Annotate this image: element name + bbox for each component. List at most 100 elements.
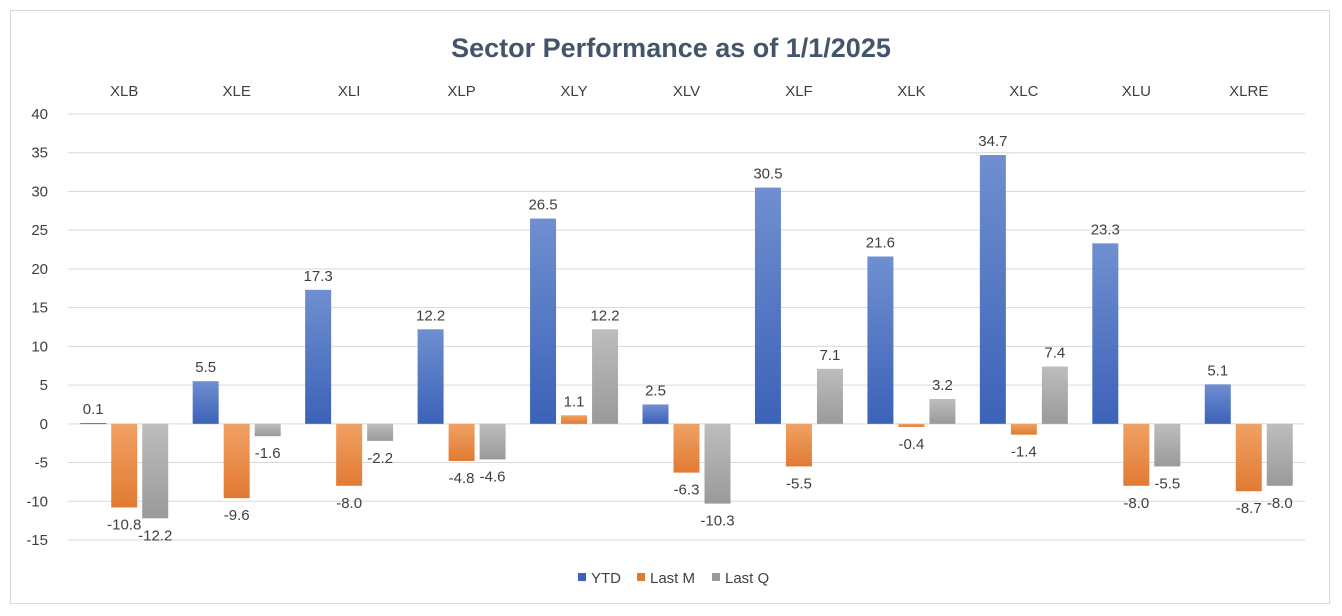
- bar-ytd: [417, 329, 444, 424]
- bar-last-q: [254, 423, 281, 437]
- data-label: -2.2: [367, 450, 393, 467]
- y-tick-label: -5: [35, 455, 48, 472]
- bar-ytd: [642, 404, 669, 424]
- bar-last-m: [561, 415, 588, 424]
- y-tick-label: 0: [40, 416, 48, 433]
- data-label: -1.6: [255, 445, 281, 462]
- y-tick-label: -10: [26, 493, 48, 510]
- data-label: 34.7: [978, 133, 1007, 150]
- bar-last-m: [111, 423, 138, 508]
- category-label: XLF: [785, 83, 813, 100]
- legend-label: Last M: [650, 570, 695, 587]
- y-axis-ticks: 40 35 30 25 20 15 10 5 0 -5 -10 -15: [26, 106, 48, 549]
- legend-swatch: [578, 573, 586, 581]
- bar-last-m: [1010, 423, 1037, 435]
- category-label: XLI: [338, 83, 361, 100]
- data-label: 0.1: [83, 401, 104, 418]
- bar-ytd: [867, 256, 894, 424]
- category-labels: XLB XLE XLI XLP XLY XLV XLF XLK XLC XLU XLRE: [110, 83, 1268, 100]
- data-label: -10.8: [107, 516, 141, 533]
- bar-ytd: [530, 218, 557, 424]
- bar-last-q: [479, 423, 506, 460]
- y-tick-label: 20: [31, 261, 48, 278]
- data-label: -6.3: [674, 482, 700, 499]
- category-label: XLK: [897, 83, 925, 100]
- y-tick-label: -15: [26, 532, 48, 549]
- y-tick-label: 25: [31, 222, 48, 239]
- legend-label: YTD: [591, 570, 621, 587]
- data-label: 7.4: [1044, 345, 1065, 362]
- data-label: -5.5: [786, 475, 812, 492]
- data-label: -1.4: [1011, 444, 1037, 461]
- data-label: -4.8: [449, 470, 475, 487]
- bar-last-q: [929, 399, 956, 424]
- y-tick-label: 10: [31, 338, 48, 355]
- data-labels: 0.1 -10.8-12.2 5.5 -9.6 -1.6 17.3 -8.0 -2.2 12.2…: [83, 133, 1293, 544]
- data-label: 21.6: [866, 235, 895, 252]
- data-label: -0.4: [898, 436, 924, 453]
- bar-last-m: [223, 423, 250, 499]
- data-label: 23.3: [1091, 221, 1120, 238]
- bar-ytd: [192, 381, 219, 424]
- legend-swatch: [712, 573, 720, 581]
- data-label: 1.1: [564, 393, 585, 410]
- data-label: 12.2: [416, 307, 445, 324]
- data-label: 5.5: [195, 359, 216, 376]
- bar-last-q: [1154, 423, 1181, 467]
- category-label: XLP: [447, 83, 475, 100]
- bar-ytd: [754, 187, 781, 424]
- bar-ytd: [305, 289, 332, 424]
- bar-last-q: [816, 368, 843, 424]
- data-label: -8.0: [1267, 495, 1293, 512]
- data-label: -8.0: [1123, 495, 1149, 512]
- data-label: 26.5: [528, 197, 557, 214]
- bar-last-m: [673, 423, 700, 473]
- y-tick-label: 30: [31, 183, 48, 200]
- bar-ytd: [1092, 243, 1119, 424]
- y-tick-label: 15: [31, 300, 48, 317]
- data-label: 17.3: [304, 268, 333, 285]
- data-label: -5.5: [1154, 475, 1180, 492]
- category-label: XLV: [673, 83, 700, 100]
- category-label: XLE: [223, 83, 251, 100]
- bar-last-m: [1235, 423, 1262, 492]
- data-label: 7.1: [820, 347, 841, 364]
- category-label: XLU: [1122, 83, 1151, 100]
- bar-last-q: [367, 423, 394, 441]
- bar-last-q: [1041, 366, 1068, 424]
- data-label: -10.3: [700, 513, 734, 530]
- bar-last-q: [1266, 423, 1293, 486]
- data-label: -8.7: [1236, 500, 1262, 517]
- bar-last-m: [785, 423, 812, 467]
- data-label: 2.5: [645, 382, 666, 399]
- gridlines: [68, 113, 1305, 541]
- data-label: -4.6: [480, 468, 506, 485]
- bar-last-m: [898, 423, 925, 427]
- bar-last-q: [592, 329, 619, 424]
- legend-swatch: [637, 573, 645, 581]
- bar-last-q: [142, 423, 169, 519]
- category-label: XLB: [110, 83, 138, 100]
- data-label: -9.6: [224, 507, 250, 524]
- bar-last-m: [336, 423, 363, 486]
- chart-title: Sector Performance as of 1/1/2025: [451, 33, 891, 63]
- bar-ytd: [979, 155, 1006, 424]
- category-label: XLRE: [1229, 83, 1268, 100]
- data-label: 5.1: [1207, 362, 1228, 379]
- y-tick-label: 35: [31, 145, 48, 162]
- bar-ytd: [1204, 384, 1231, 424]
- category-label: XLC: [1009, 83, 1038, 100]
- data-label: -8.0: [336, 495, 362, 512]
- bar-ytd: [80, 423, 107, 425]
- bar-last-q: [704, 423, 731, 504]
- bars: [80, 155, 1293, 519]
- data-label: -12.2: [138, 527, 172, 544]
- bar-last-m: [448, 423, 475, 461]
- bar-last-m: [1123, 423, 1150, 486]
- legend: YTD Last M Last Q: [578, 570, 769, 587]
- y-tick-label: 40: [31, 106, 48, 123]
- legend-label: Last Q: [725, 570, 769, 587]
- category-label: XLY: [560, 83, 587, 100]
- data-label: 12.2: [590, 307, 619, 324]
